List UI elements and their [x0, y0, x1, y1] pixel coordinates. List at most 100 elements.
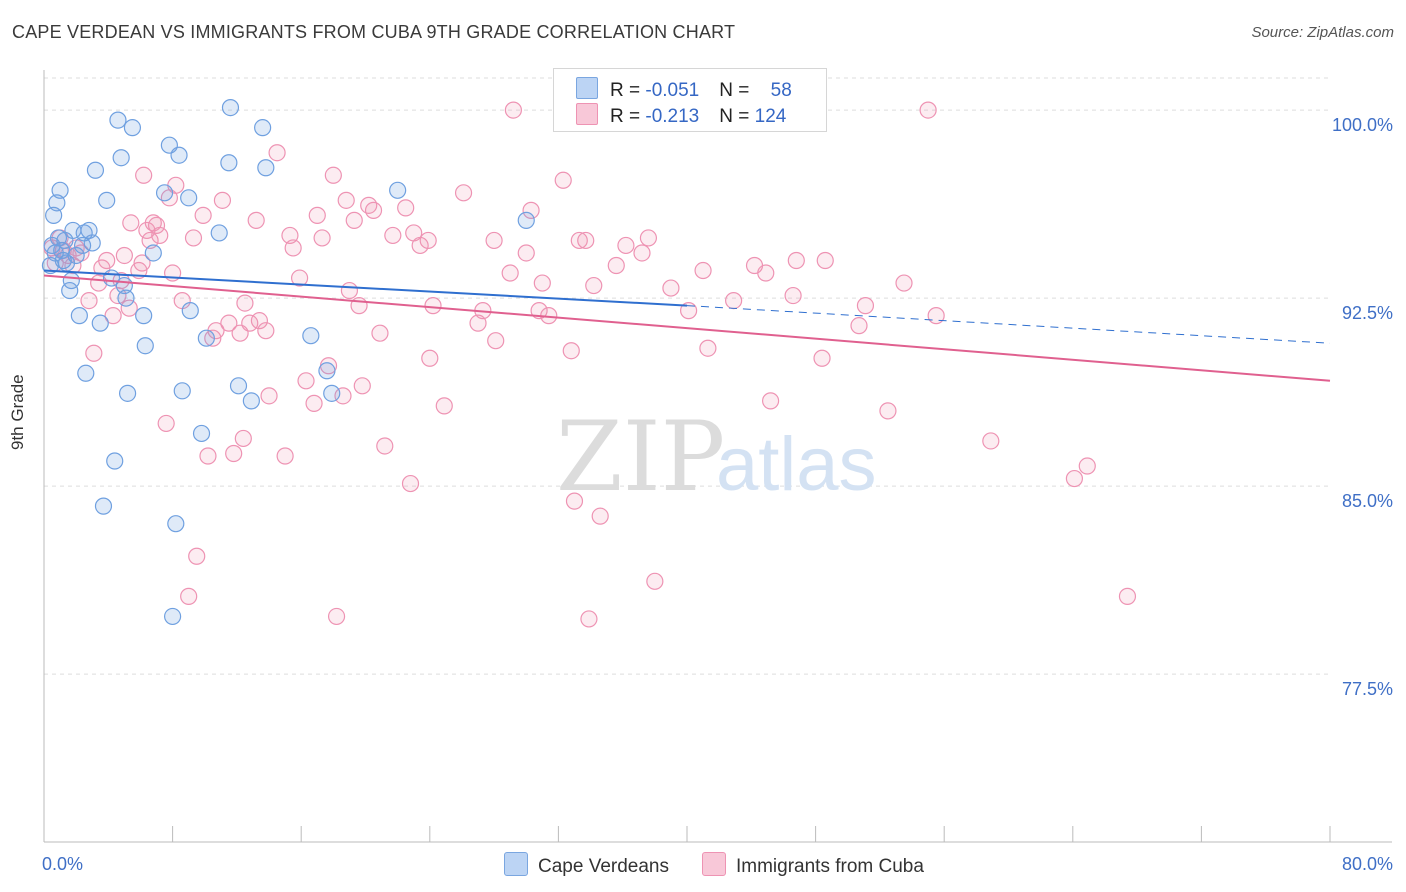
- point-immigrants-from-cuba: [522, 201, 540, 219]
- point-immigrants-from-cuba: [120, 299, 138, 317]
- point-immigrants-from-cuba: [268, 144, 286, 162]
- point-immigrants-from-cuba: [257, 322, 275, 340]
- point-cape-verdean: [123, 119, 142, 137]
- trend-lines: [43, 269, 1331, 382]
- point-immigrants-from-cuba: [98, 251, 116, 270]
- point-cape-verdean: [144, 244, 162, 262]
- point-cape-verdean: [254, 119, 272, 137]
- point-cape-verdean: [229, 377, 248, 395]
- point-immigrants-from-cuba: [699, 339, 717, 357]
- point-immigrants-from-cuba: [290, 269, 309, 287]
- point-cape-verdean: [135, 307, 153, 325]
- point-immigrants-from-cuba: [554, 171, 572, 189]
- point-immigrants-from-cuba: [305, 394, 323, 412]
- point-immigrants-from-cuba: [435, 397, 453, 415]
- legend-r-value: -0.051: [645, 80, 700, 101]
- point-immigrants-from-cuba: [80, 291, 98, 310]
- point-immigrants-from-cuba: [454, 184, 473, 202]
- source-label: Source: ZipAtlas.com: [1251, 24, 1394, 41]
- trend-line-cape-verdeans: [43, 269, 688, 307]
- point-immigrants-from-cuba: [236, 294, 254, 312]
- point-cape-verdean: [136, 337, 154, 355]
- point-immigrants-from-cuba: [194, 206, 212, 224]
- point-immigrants-from-cuba: [85, 344, 103, 362]
- point-immigrants-from-cuba: [284, 239, 302, 257]
- point-immigrants-from-cuba: [327, 607, 346, 626]
- x-tick-label-min: 0.0%: [42, 854, 83, 874]
- point-immigrants-from-cuba: [633, 244, 651, 262]
- watermark: ZIP atlas: [556, 401, 877, 513]
- point-immigrants-from-cuba: [562, 342, 580, 360]
- point-immigrants-from-cuba: [487, 332, 505, 350]
- point-immigrants-from-cuba: [850, 317, 868, 335]
- point-immigrants-from-cuba: [879, 402, 897, 420]
- point-cape-verdean: [112, 149, 130, 167]
- point-immigrants-from-cuba: [517, 244, 535, 262]
- point-cape-verdean: [86, 161, 105, 179]
- point-immigrants-from-cuba: [180, 587, 198, 605]
- axes: [43, 70, 1392, 843]
- point-cape-verdean: [197, 329, 215, 347]
- point-cape-verdean: [70, 307, 88, 325]
- point-cape-verdean: [73, 236, 92, 255]
- point-immigrants-from-cuba: [787, 251, 805, 270]
- legend-n-label: N =: [719, 80, 755, 101]
- legend-n-value: 58: [770, 80, 792, 101]
- point-immigrants-from-cuba: [1078, 457, 1096, 475]
- point-immigrants-from-cuba: [104, 307, 122, 325]
- point-immigrants-from-cuba: [225, 444, 243, 463]
- point-immigrants-from-cuba: [530, 302, 548, 320]
- bottom-legend-label: Cape Verdeans: [538, 856, 669, 877]
- point-cape-verdean: [257, 159, 275, 177]
- point-cape-verdean: [242, 392, 260, 410]
- point-immigrants-from-cuba: [337, 191, 355, 209]
- point-immigrants-from-cuba: [340, 281, 359, 300]
- watermark-atlas: atlas: [716, 422, 877, 507]
- point-cape-verdean: [62, 271, 80, 290]
- point-immigrants-from-cuba: [694, 261, 712, 280]
- watermark-zip: ZIP: [556, 401, 725, 513]
- bottom-legend-cape-verdeans: Cape Verdeans: [504, 852, 669, 878]
- series-cape-verdeans: [41, 98, 535, 626]
- point-immigrants-from-cuba: [424, 297, 442, 315]
- bottom-legend-immigrants-from-cuba: Immigrants from Cuba: [702, 852, 924, 878]
- legend: R = -0.051 N = 58 R = -0.213 N = 124: [553, 68, 827, 132]
- point-immigrants-from-cuba: [147, 216, 166, 235]
- point-immigrants-from-cuba: [680, 302, 698, 320]
- point-immigrants-from-cuba: [157, 414, 175, 433]
- bottom-legend-label: Immigrants from Cuba: [736, 856, 924, 877]
- point-cape-verdean: [318, 362, 336, 380]
- point-immigrants-from-cuba: [816, 251, 834, 270]
- legend-n-value: 124: [754, 106, 787, 127]
- point-immigrants-from-cuba: [919, 101, 937, 119]
- legend-r-label: R =: [610, 80, 646, 101]
- point-immigrants-from-cuba: [617, 236, 635, 255]
- point-immigrants-from-cuba: [501, 264, 519, 282]
- point-cape-verdean: [164, 607, 182, 626]
- point-immigrants-from-cuba: [345, 211, 363, 229]
- y-tick-label: 92.5%: [1342, 303, 1393, 323]
- point-cape-verdean: [109, 111, 127, 129]
- legend-r-value: -0.213: [645, 106, 700, 127]
- point-immigrants-from-cuba: [397, 199, 415, 217]
- tick-labels: 77.5% 85.0% 92.5% 100.0% 0.0% 80.0%: [42, 115, 1393, 874]
- point-immigrants-from-cuba: [115, 246, 133, 265]
- point-immigrants-from-cuba: [607, 256, 625, 275]
- point-immigrants-from-cuba: [533, 274, 551, 292]
- point-immigrants-from-cuba: [133, 254, 151, 272]
- point-immigrants-from-cuba: [401, 474, 420, 493]
- point-immigrants-from-cuba: [856, 297, 875, 315]
- point-immigrants-from-cuba: [241, 314, 259, 332]
- point-immigrants-from-cuba: [725, 291, 743, 310]
- point-cape-verdean: [118, 384, 137, 402]
- point-cape-verdean: [323, 384, 341, 402]
- point-cape-verdean: [117, 289, 135, 307]
- point-cape-verdean: [192, 424, 211, 443]
- point-immigrants-from-cuba: [485, 231, 503, 250]
- point-cape-verdean: [181, 302, 199, 320]
- point-cape-verdean: [170, 146, 188, 164]
- point-cape-verdean: [173, 382, 191, 400]
- point-immigrants-from-cuba: [247, 211, 265, 229]
- point-immigrants-from-cuba: [504, 101, 522, 119]
